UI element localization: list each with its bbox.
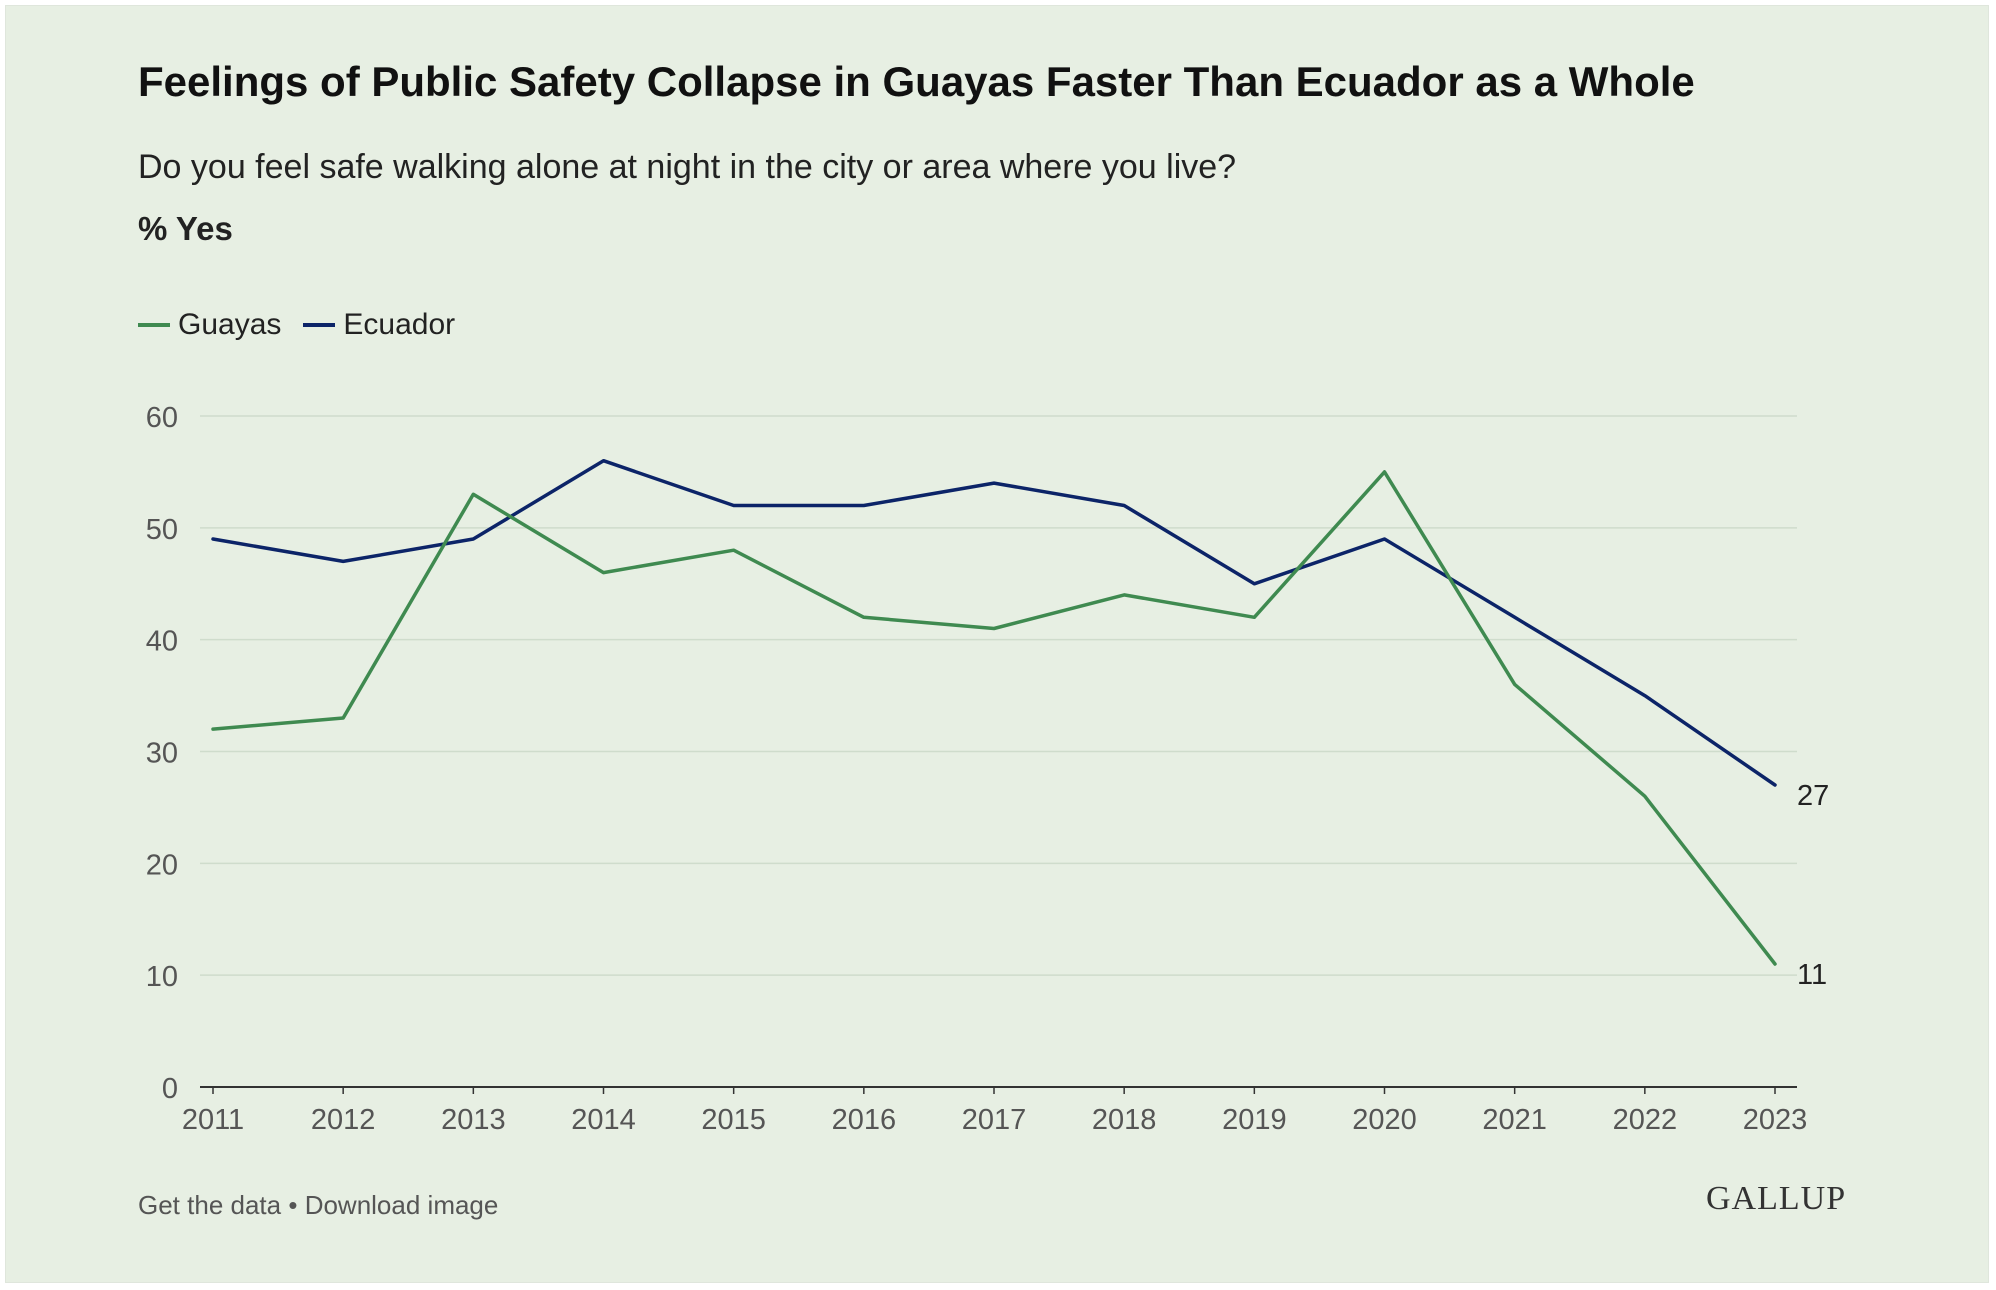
x-tick-label: 2021 — [1482, 1104, 1547, 1136]
y-tick-label: 50 — [146, 514, 178, 546]
y-tick-label: 40 — [146, 626, 178, 658]
x-tick-label: 2014 — [571, 1104, 636, 1136]
end-label-guayas: 11 — [1797, 959, 1827, 991]
x-tick-label: 2017 — [962, 1104, 1027, 1136]
end-label-ecuador: 27 — [1797, 780, 1829, 812]
footer-links: Get the data • Download image — [138, 1190, 498, 1221]
x-tick-label: 2013 — [441, 1104, 506, 1136]
x-tick-label: 2023 — [1743, 1104, 1808, 1136]
y-tick-label: 0 — [162, 1073, 178, 1105]
legend-label-ecuador: Ecuador — [343, 308, 456, 341]
footer-separator: • — [288, 1190, 298, 1220]
series-line-guayas — [211, 470, 1777, 966]
gallup-logo: GALLUP — [1706, 1180, 1847, 1217]
legend: Guayas Ecuador — [138, 308, 477, 342]
x-tick-label: 2012 — [311, 1104, 376, 1136]
unit-label: % Yes — [138, 210, 233, 247]
legend-item-guayas: Guayas — [138, 308, 281, 342]
chart-card — [5, 5, 1989, 1283]
x-tick-label: 2018 — [1092, 1104, 1157, 1136]
x-tick-label: 2016 — [832, 1104, 897, 1136]
chart-question: Do you feel safe walking alone at night … — [138, 148, 1237, 186]
x-tick-label: 2015 — [701, 1104, 766, 1136]
legend-label-guayas: Guayas — [178, 308, 282, 341]
x-tick-label: 2020 — [1352, 1104, 1417, 1136]
legend-item-ecuador: Ecuador — [303, 308, 455, 342]
chart-title: Feelings of Public Safety Collapse in Gu… — [138, 58, 1695, 105]
get-data-link[interactable]: Get the data — [138, 1190, 282, 1220]
legend-swatch-guayas — [138, 323, 170, 327]
x-tick-label: 2011 — [182, 1104, 244, 1136]
y-tick-label: 20 — [146, 849, 178, 881]
y-tick-label: 60 — [146, 402, 178, 434]
download-image-link[interactable]: Download image — [304, 1190, 499, 1220]
y-tick-label: 30 — [146, 738, 178, 770]
x-tick-label: 2022 — [1613, 1104, 1678, 1136]
series-line-ecuador — [211, 458, 1777, 787]
legend-swatch-ecuador — [303, 323, 336, 327]
x-tick-label: 2019 — [1222, 1104, 1287, 1136]
y-tick-label: 10 — [146, 961, 178, 993]
